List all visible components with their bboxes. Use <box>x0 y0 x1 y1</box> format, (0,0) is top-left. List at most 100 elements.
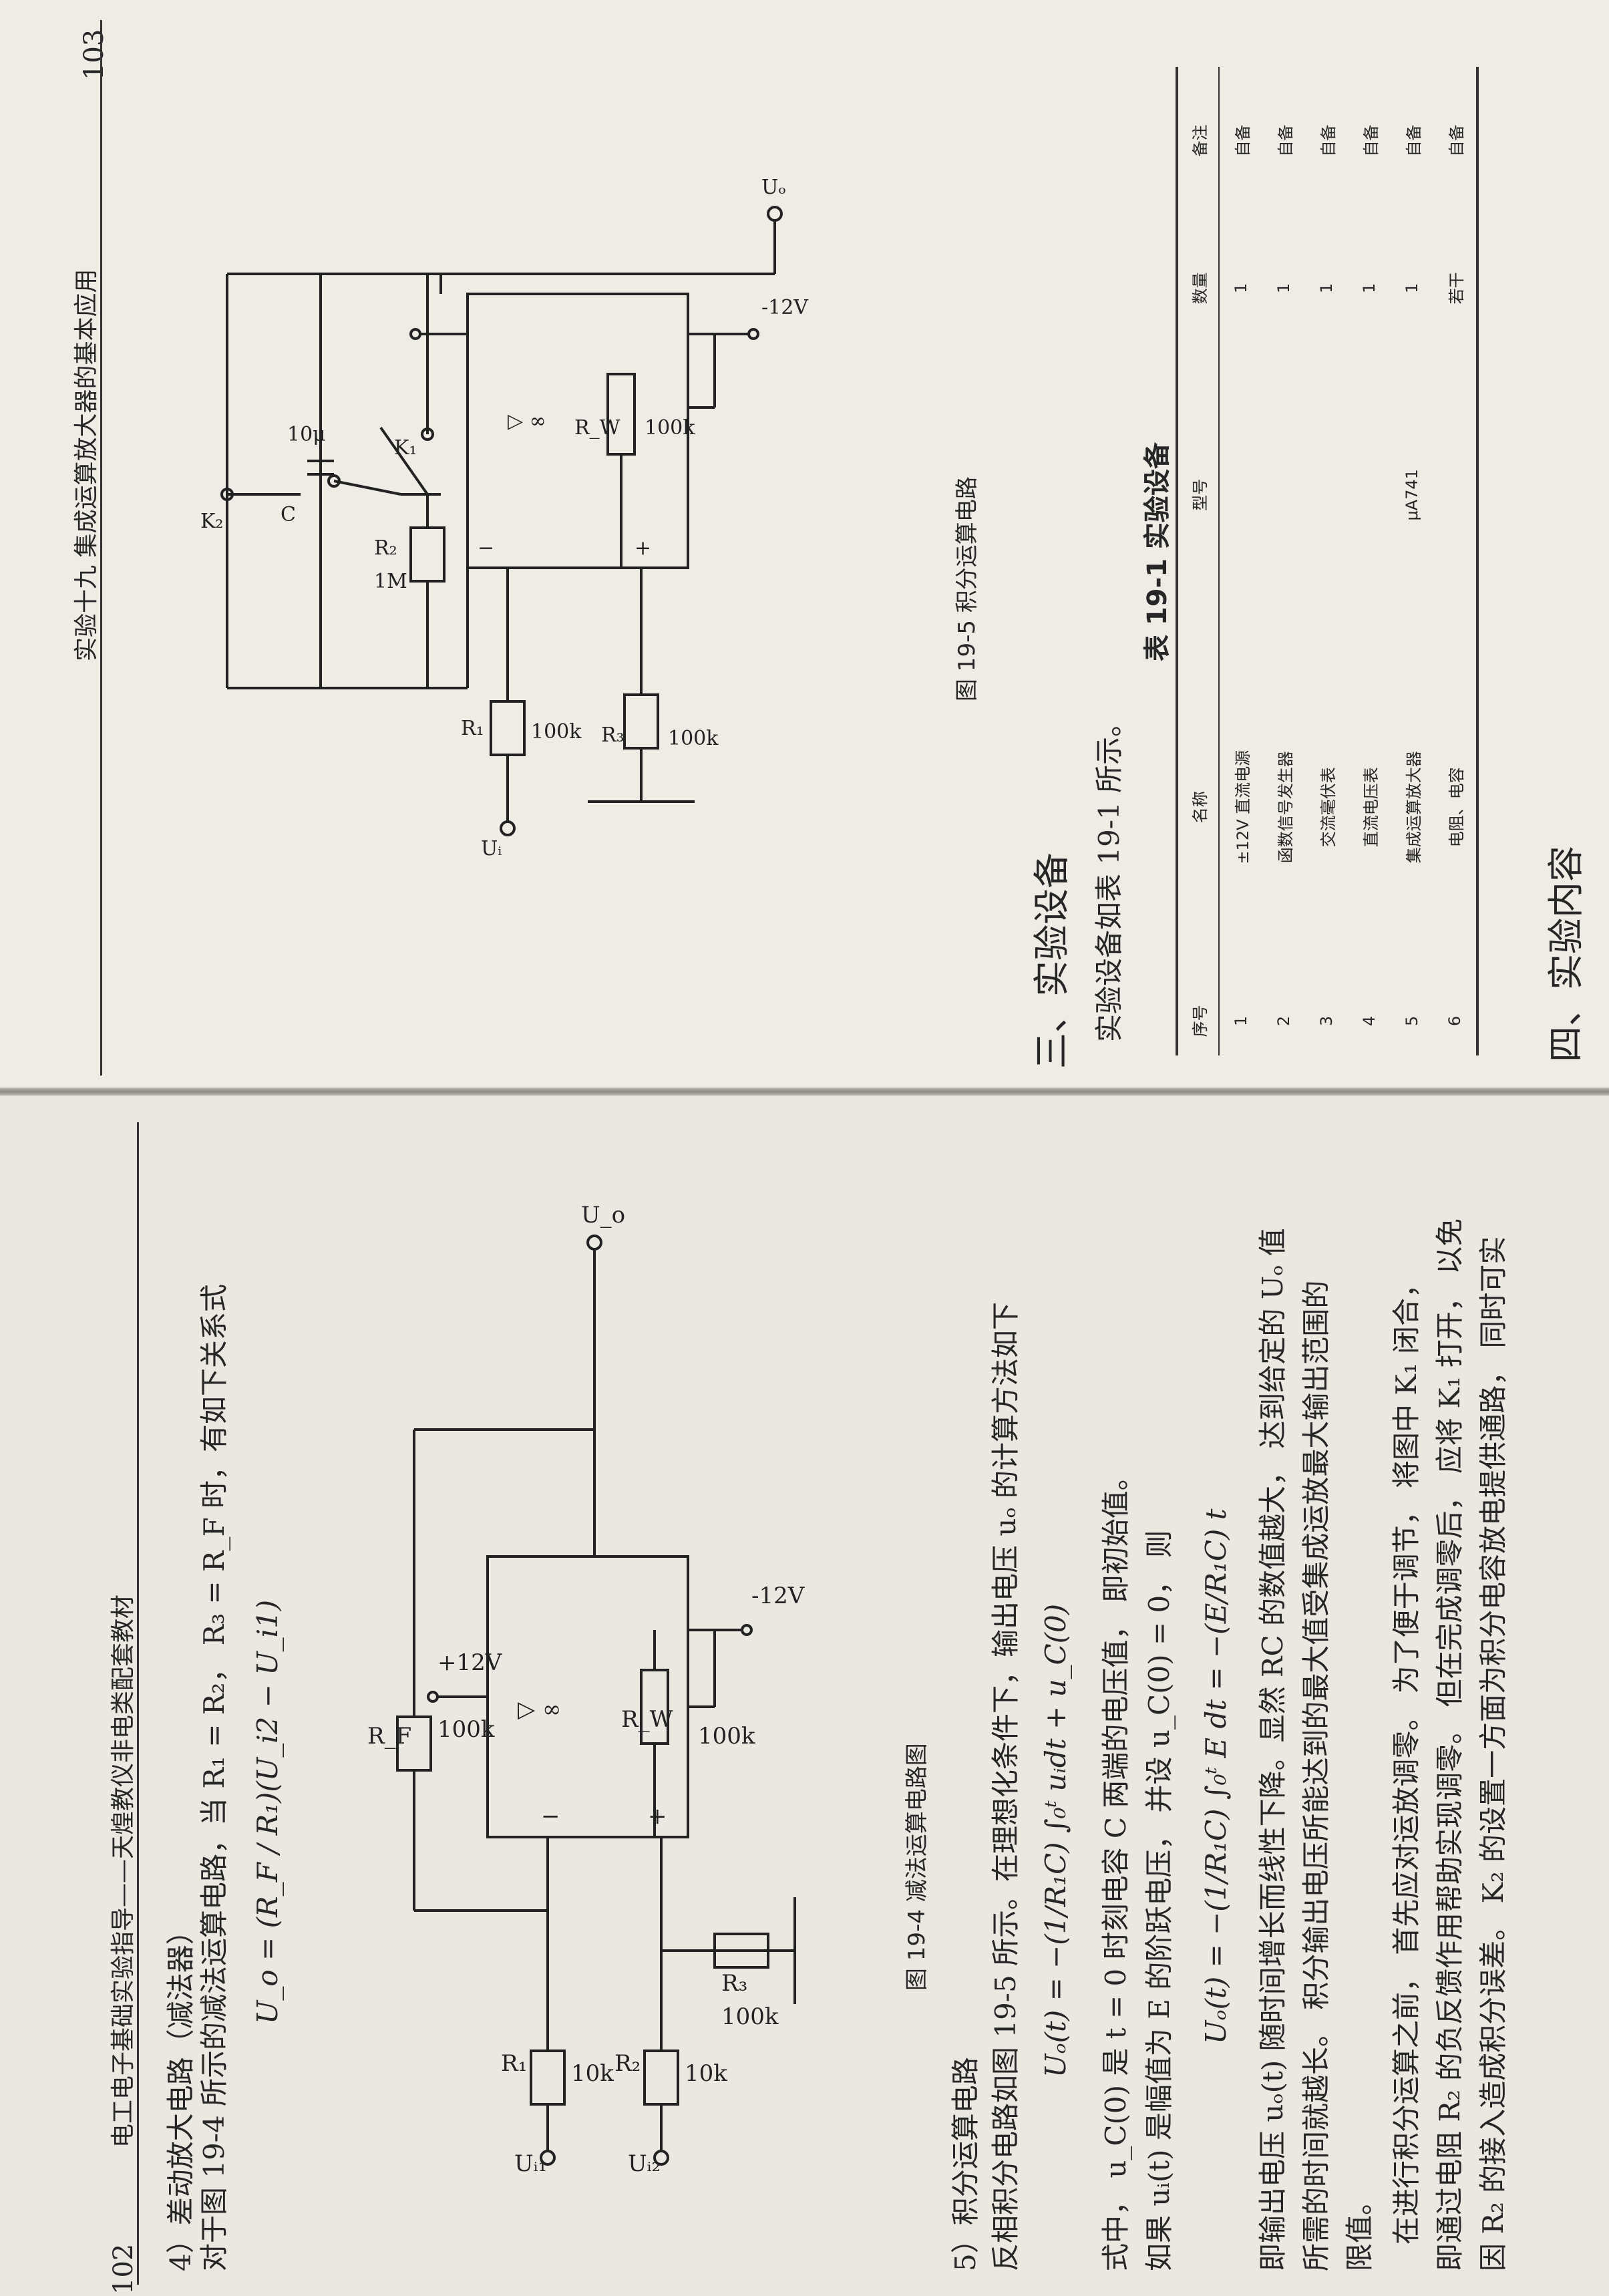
table-cell <box>1433 362 1477 628</box>
label-r1-value: 10k <box>571 2060 614 2087</box>
label-rf: R_F <box>367 1723 411 1750</box>
page-number: 103 <box>79 29 110 80</box>
sec5-paragraph-6: 限值。 <box>1343 2186 1376 2271</box>
table-row: 5 集成运算放大器 μA741 1 自备 <box>1391 67 1433 1055</box>
sec5-paragraph-2: 式中， u_C(0) 是 t = 0 时刻电容 C 两端的电压值， 即初始值。 <box>1099 1462 1132 2271</box>
table-cell: 集成运算放大器 <box>1404 751 1423 864</box>
label-uo: Uₒ <box>761 176 786 199</box>
table-row: 6 电阻、电容 若干 自备 <box>1433 67 1477 1055</box>
label-r1: R₁ <box>461 717 484 740</box>
label-rw-value: 100k <box>645 416 695 440</box>
label-ui2: Uᵢ₂ <box>628 2150 661 2177</box>
label-r3-value: 100k <box>668 727 719 750</box>
table-cell: 5 <box>1403 1015 1421 1026</box>
label-r1: R₁ <box>501 2050 527 2077</box>
page-103: 103 实验十九 集成运算放大器的基本应用 <box>0 0 1609 1088</box>
label-vpos: +12V <box>437 1649 503 1676</box>
sec5-paragraph-5: 所需的时间就越长。 积分输出电压所能达到的最大值受集成运放最大输出范围的 <box>1300 1280 1332 2271</box>
table-cell: 自备 <box>1233 124 1252 157</box>
label-k1: K₁ <box>394 436 417 460</box>
table-cell: 自备 <box>1447 124 1466 157</box>
label-rw: R_W <box>574 416 620 440</box>
opamp-minus: − <box>478 536 494 560</box>
opamp-plus: + <box>635 536 651 560</box>
sec5-paragraph-4: 即输出电压 uₒ(t) 随时间增长而线性下降。显然 RC 的数值越大， 达到给定… <box>1256 1228 1289 2271</box>
label-r2-value: 10k <box>685 2060 727 2087</box>
table-cell: 若干 <box>1447 272 1466 305</box>
col-header: 数量 <box>1190 272 1210 305</box>
equipment-table: 序号 名称 型号 数量 备注 1 ±12V 直流电源 1 自备 2 函数信号发 <box>1176 67 1479 1055</box>
table-cell <box>1305 362 1348 628</box>
label-r3: R₃ <box>721 1970 747 1997</box>
col-header: 型号 <box>1190 478 1210 511</box>
table-cell: 1 <box>1232 283 1250 294</box>
opamp-box <box>466 293 689 569</box>
formula-integrator: Uₒ(t) = −(1/R₁C) ∫₀ᵗ uᵢdt + u_C(0) <box>1039 1603 1072 2078</box>
table-cell: μA741 <box>1403 469 1421 521</box>
label-r3-value: 100k <box>721 2003 779 2030</box>
running-header: 电工电子基础实验指导——天煌教仪非电类配套教材 <box>110 1594 137 2148</box>
label-vneg: -12V <box>751 1583 806 1609</box>
sec4-title: 4）差动放大电路（减法器） <box>164 1917 197 2271</box>
page-102: 102 电工电子基础实验指导——天煌教仪非电类配套教材 4）差动放大电路（减法器… <box>0 1096 1609 2296</box>
opamp-minus: − <box>541 1803 560 1830</box>
table-cell: 1 <box>1317 283 1336 294</box>
table-cell: 交流毫伏表 <box>1318 767 1338 848</box>
running-header: 实验十九 集成运算放大器的基本应用 <box>73 269 100 661</box>
sec5-paragraph-8: 即通过电阻 R₂ 的负反馈作用帮助实现调零。 但在完成调零后， 应将 K₁ 打开… <box>1433 1218 1466 2271</box>
figure-19-5-caption: 图 19-5 积分运算电路 <box>954 476 980 701</box>
formula-subtractor: U_o = (R_F / R₁)(U_i2 − U_i1) <box>251 1599 284 2024</box>
sec4-paragraph: 对于图 19-4 所示的减法运算电路，当 R₁ = R₂， R₃ = R_F 时… <box>198 1283 230 2271</box>
sec5-paragraph-7: 在进行积分运算之前， 首先应对运放调零。 为了便于调节， 将图中 K₁ 闭合， <box>1390 1270 1423 2245</box>
label-r2: R₂ <box>374 536 397 560</box>
equipment-table-wrap: 序号 名称 型号 数量 备注 1 ±12V 直流电源 1 自备 2 函数信号发 <box>1176 67 1479 1055</box>
table-cell: 电阻、电容 <box>1447 767 1466 848</box>
table-row: 4 直流电压表 1 自备 <box>1348 67 1391 1055</box>
opamp-symbol: ▷ ∞ <box>508 409 546 433</box>
label-r1-value: 100k <box>531 720 582 744</box>
label-rf-value: 100k <box>437 1716 495 1743</box>
table-cell: 1 <box>1232 1015 1250 1026</box>
header-rule <box>137 1122 139 2285</box>
table-cell: 自备 <box>1318 124 1338 157</box>
table-cell: 2 <box>1274 1015 1293 1026</box>
sec3-title: 三、实验设备 <box>1031 852 1073 1069</box>
sec5-paragraph-3: 如果 uᵢ(t) 是幅值为 E 的阶跃电压， 并设 u_C(0) = 0， 则 <box>1143 1530 1176 2271</box>
table-cell: 1 <box>1274 283 1293 294</box>
label-rw: R_W <box>621 1706 673 1733</box>
table-cell: ±12V 直流电源 <box>1233 750 1252 864</box>
table-cell <box>1348 362 1391 628</box>
label-k2: K₂ <box>200 510 223 533</box>
label-r2-value: 1M <box>374 570 407 593</box>
table-cell: 自备 <box>1276 124 1295 157</box>
figure-19-5-integrator-circuit: K₂ C 10μ R₂ 1M K₁ R₁ 100k R₃ 100k R_W 10… <box>200 176 809 860</box>
table-cell: 3 <box>1317 1015 1336 1026</box>
label-rw-value: 100k <box>698 1723 755 1750</box>
table-cell: 4 <box>1360 1015 1379 1026</box>
col-header: 名称 <box>1190 791 1210 824</box>
label-c-value: 10μ <box>287 423 326 446</box>
label-ui: Uᵢ <box>481 837 502 860</box>
label-vneg: -12V <box>761 296 809 319</box>
sec4-title: 四、实验内容 <box>1545 846 1587 1062</box>
col-header: 序号 <box>1190 1005 1210 1037</box>
table-19-1-caption: 表 19-1 实验设备 <box>1142 442 1173 661</box>
table-cell: 1 <box>1403 283 1421 294</box>
label-r3: R₃ <box>601 723 624 747</box>
header-rule <box>100 20 102 1076</box>
table-row: 2 函数信号发生器 1 自备 <box>1262 67 1305 1055</box>
table-cell <box>1262 362 1305 628</box>
book-spine <box>0 1088 1609 1096</box>
table-cell <box>1219 362 1262 628</box>
opamp-symbol: ▷ ∞ <box>518 1696 561 1723</box>
table-cell: 6 <box>1445 1015 1464 1026</box>
sec3-paragraph: 实验设备如表 19-1 所示。 <box>1093 708 1125 1042</box>
figure-19-4-caption: 图 19-4 减法运算电路图 <box>904 1743 930 1991</box>
label-c: C <box>281 503 296 526</box>
sec5-paragraph-1: 反相积分电路如图 19-5 所示。在理想化条件下，输出电压 uₒ 的计算方法如下 <box>989 1302 1022 2271</box>
table-cell: 直流电压表 <box>1361 767 1381 848</box>
table-cell: 函数信号发生器 <box>1276 751 1295 864</box>
table-cell: 自备 <box>1361 124 1381 157</box>
label-r2: R₂ <box>614 2050 641 2077</box>
sec5-paragraph-9: 因 R₂ 的接入造成积分误差。 K₂ 的设置一方面为积分电容放电提供通路， 同时… <box>1477 1236 1509 2271</box>
